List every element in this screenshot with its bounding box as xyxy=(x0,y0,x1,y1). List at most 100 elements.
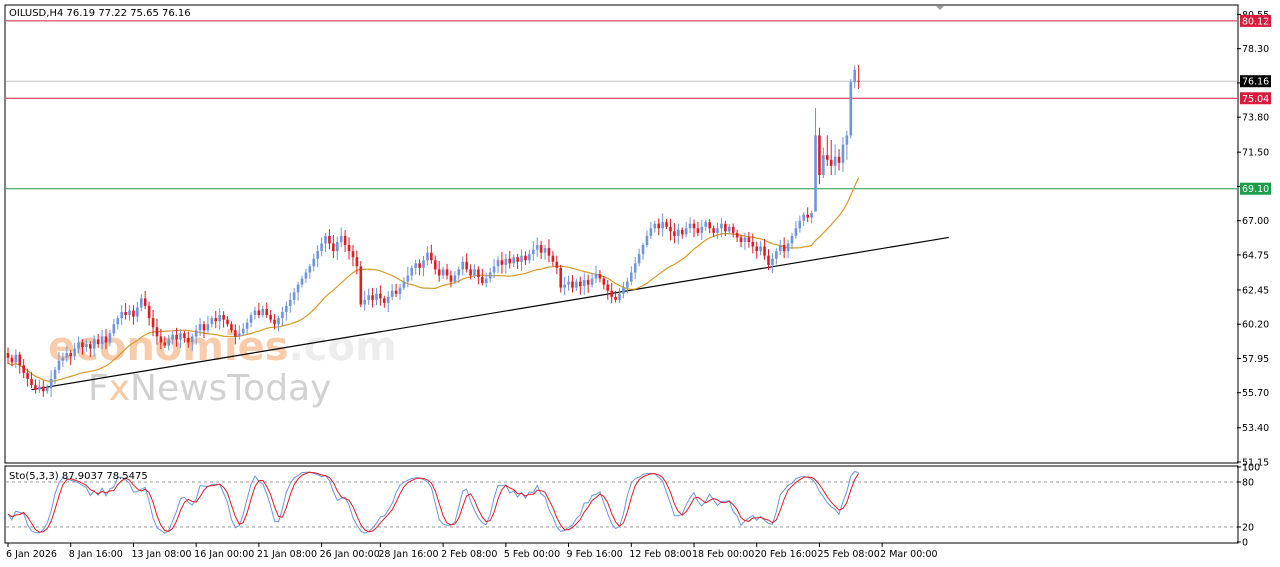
candle-body xyxy=(316,251,319,259)
candle xyxy=(673,223,676,244)
candle-body xyxy=(629,272,633,282)
candle xyxy=(422,255,425,277)
candle xyxy=(555,255,559,275)
candle-body xyxy=(739,237,743,242)
candle-body xyxy=(288,299,292,306)
x-tick-label: 20 Feb 16:00 xyxy=(755,549,817,560)
candle xyxy=(598,269,602,283)
time-axis: 6 Jan 2026 8 Jan 16:00 13 Jan 08:00 16 Jan … xyxy=(6,543,938,560)
y-tick-label: 67.00 xyxy=(1242,216,1269,227)
candle xyxy=(194,324,198,345)
candle xyxy=(269,310,272,323)
candle xyxy=(34,379,37,394)
x-tick-label: 16 Jan 00:00 xyxy=(194,549,254,560)
candle xyxy=(633,257,637,280)
candle-body xyxy=(845,135,849,145)
candle xyxy=(253,306,257,320)
candle-body xyxy=(477,269,480,278)
candle-body xyxy=(41,386,45,392)
candle xyxy=(512,254,515,268)
candle xyxy=(645,230,649,248)
candle xyxy=(418,259,421,276)
level-labels: 80.12 76.16 75.04 69.10 xyxy=(1240,14,1271,195)
candle xyxy=(516,254,519,270)
candle-body xyxy=(837,156,841,163)
candle xyxy=(394,283,398,298)
candle xyxy=(351,245,355,267)
candle xyxy=(147,301,151,326)
candle xyxy=(41,380,45,397)
candle-body xyxy=(677,229,680,236)
candle-body xyxy=(296,284,300,293)
candle xyxy=(175,327,178,347)
candle-body xyxy=(96,339,100,345)
candle-body xyxy=(833,156,837,166)
candle xyxy=(296,281,300,301)
candle-body xyxy=(277,318,280,325)
candle xyxy=(606,279,610,300)
candle xyxy=(104,328,108,350)
candle-body xyxy=(790,235,794,244)
candle xyxy=(684,221,688,238)
candle-body xyxy=(410,267,414,276)
candle xyxy=(649,221,653,239)
candle-body xyxy=(594,273,598,279)
candle xyxy=(790,232,794,249)
level-label: 75.04 xyxy=(1242,94,1269,105)
candle-body xyxy=(528,254,531,261)
candle xyxy=(594,265,598,284)
candle xyxy=(688,217,692,234)
candles-layer xyxy=(6,65,860,398)
candle xyxy=(410,265,414,281)
level-label-box xyxy=(1240,182,1271,195)
candle-body xyxy=(539,245,543,253)
candle-body xyxy=(461,261,465,270)
candle xyxy=(720,217,723,238)
main-panel-frame xyxy=(4,4,1239,464)
candle xyxy=(841,136,845,172)
candle-body xyxy=(367,295,370,300)
candle xyxy=(492,259,496,279)
candle xyxy=(171,331,174,345)
candle xyxy=(375,288,378,306)
candle xyxy=(320,237,323,257)
candle xyxy=(367,288,370,305)
candle-body xyxy=(45,388,49,392)
candle-body xyxy=(359,266,363,305)
candle-body xyxy=(218,315,221,322)
candle xyxy=(261,305,265,318)
candle xyxy=(30,372,33,388)
candle-body xyxy=(743,237,747,242)
candle-body xyxy=(269,315,272,320)
candle-body xyxy=(716,228,719,233)
candle xyxy=(163,336,167,348)
candle-body xyxy=(763,246,766,256)
candle-body xyxy=(292,292,296,300)
candle-body xyxy=(579,281,582,287)
candle-body xyxy=(265,308,269,316)
candle-body xyxy=(516,257,519,262)
y-tick-label: 62.45 xyxy=(1242,285,1269,296)
candle xyxy=(53,366,57,385)
candle xyxy=(136,302,139,322)
candle xyxy=(739,234,743,248)
candle-body xyxy=(100,336,104,345)
candle-body xyxy=(724,223,727,232)
level-label: 76.16 xyxy=(1242,77,1269,88)
y-tick-label: 51.15 xyxy=(1242,458,1269,469)
candle xyxy=(257,302,261,319)
candle-body xyxy=(171,334,174,340)
candle-body xyxy=(230,324,233,331)
candle xyxy=(802,212,806,227)
candle-body xyxy=(371,295,374,300)
y-tick-label: 55.70 xyxy=(1242,388,1269,399)
candle xyxy=(132,305,135,325)
candle-body xyxy=(175,334,178,340)
candle-body xyxy=(81,342,84,348)
scroll-marker[interactable] xyxy=(936,6,944,10)
candle-body xyxy=(500,260,504,265)
candle xyxy=(488,267,492,283)
candle-body xyxy=(285,305,288,313)
